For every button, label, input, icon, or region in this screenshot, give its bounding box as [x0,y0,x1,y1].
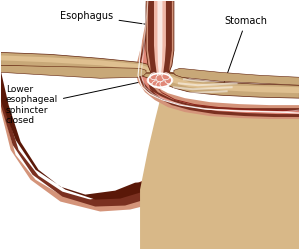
Ellipse shape [162,73,170,80]
Text: Stomach: Stomach [220,16,268,92]
Polygon shape [139,1,299,114]
Text: Esophagus: Esophagus [60,10,151,26]
Ellipse shape [156,82,164,89]
Polygon shape [173,86,232,90]
Polygon shape [1,1,165,212]
Ellipse shape [150,73,158,80]
Polygon shape [140,95,299,249]
Polygon shape [152,1,299,111]
Ellipse shape [152,81,160,88]
Polygon shape [183,78,243,82]
Polygon shape [1,65,299,85]
Polygon shape [1,1,150,200]
Polygon shape [137,1,299,117]
Polygon shape [1,52,299,98]
Polygon shape [1,1,158,206]
Polygon shape [148,1,172,84]
Polygon shape [158,1,162,82]
Ellipse shape [156,75,164,82]
Ellipse shape [165,77,173,84]
Polygon shape [146,1,174,85]
Text: Stomach
contents: Stomach contents [209,154,253,215]
Polygon shape [1,56,299,93]
Polygon shape [168,90,228,94]
Polygon shape [135,1,299,119]
Polygon shape [154,1,166,84]
Text: Lower
esophageal
sphincter
closed: Lower esophageal sphincter closed [6,78,154,125]
Polygon shape [178,82,238,86]
Ellipse shape [160,81,168,88]
Ellipse shape [147,77,155,84]
